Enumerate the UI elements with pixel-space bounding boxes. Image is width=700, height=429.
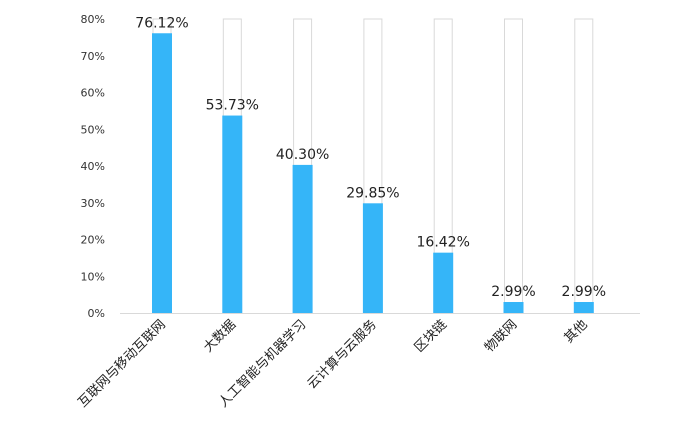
data-label: 29.85%	[346, 185, 399, 201]
bar	[362, 203, 383, 313]
bar	[503, 302, 524, 313]
y-tick-label: 20%	[81, 234, 105, 247]
x-category-label: 区块链	[412, 317, 450, 355]
data-label: 40.30%	[276, 147, 329, 163]
bars	[152, 33, 594, 313]
data-labels: 76.12% 53.73% 40.30% 29.85% 16.42% 2.99% 2.99%	[135, 15, 606, 300]
x-category-label: 大数据	[201, 317, 239, 355]
x-category-label: 物联网	[482, 317, 520, 355]
y-tick-label: 80%	[81, 13, 105, 26]
data-label: 2.99%	[562, 284, 606, 300]
x-category-label: 其他	[562, 317, 591, 346]
background-bar	[574, 18, 594, 314]
data-label: 2.99%	[491, 284, 535, 300]
bar	[152, 33, 172, 313]
bar	[433, 252, 454, 313]
bar	[573, 302, 594, 313]
y-tick-label: 10%	[81, 270, 105, 283]
background-bar	[504, 18, 523, 314]
data-label: 76.12%	[135, 15, 188, 31]
y-tick-label: 60%	[81, 87, 105, 100]
y-tick-label: 30%	[81, 197, 105, 210]
bar	[222, 115, 243, 313]
x-category-label: 互联网与移动互联网	[75, 317, 168, 410]
data-label: 53.73%	[206, 98, 259, 114]
y-tick-label: 0%	[88, 307, 105, 320]
data-label: 16.42%	[417, 235, 470, 251]
y-tick-label: 50%	[81, 123, 105, 136]
bar	[292, 164, 313, 313]
y-tick-label: 70%	[81, 50, 105, 63]
y-tick-label: 40%	[81, 160, 105, 173]
x-category-label: 云计算与云服务	[304, 317, 380, 393]
y-axis: 0% 10% 20% 30% 40% 50% 60% 70% 80%	[81, 13, 105, 320]
